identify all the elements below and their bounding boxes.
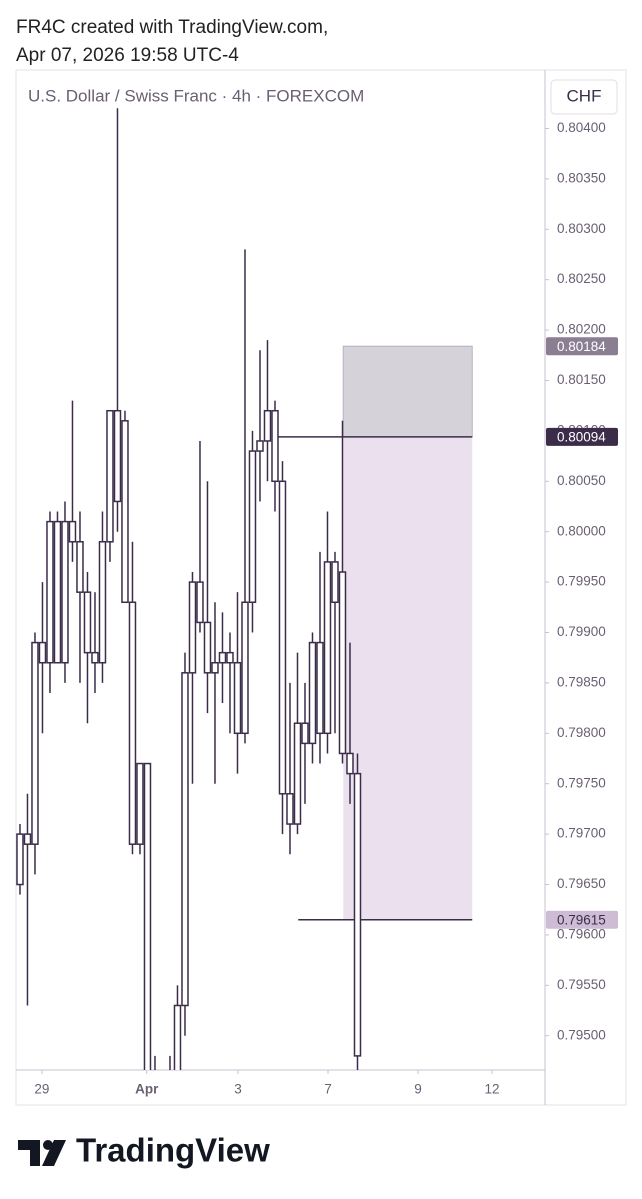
logo	[18, 1140, 66, 1166]
x-tick-label: 3	[234, 1082, 242, 1097]
candle-body	[226, 651, 234, 664]
price-badge-label: 0.79615	[557, 912, 606, 927]
price-badge	[546, 427, 618, 446]
x-tick-label: 12	[484, 1082, 499, 1097]
y-tick-label: 0.79900	[557, 624, 606, 639]
y-tick-label: 0.80200	[557, 322, 606, 337]
candle-body	[91, 651, 99, 664]
price-badge	[546, 910, 618, 929]
y-tick-label: 0.80250	[557, 271, 606, 286]
candle-body	[23, 833, 32, 845]
candle-body	[16, 833, 24, 886]
price-badge	[546, 337, 618, 356]
price-badge-label: 0.80094	[557, 429, 606, 444]
candle-body	[121, 420, 129, 604]
candle-body	[286, 793, 294, 825]
candle-body	[143, 762, 152, 1070]
candle-body	[218, 651, 227, 664]
candle-body	[76, 541, 84, 593]
y-tick-label: 0.79700	[557, 826, 606, 841]
candle-body	[173, 1004, 182, 1070]
candle-body	[188, 581, 197, 674]
y-tick-label: 0.79650	[557, 876, 606, 891]
candle-body	[181, 672, 189, 1007]
candle-body	[248, 450, 257, 604]
candle-body	[211, 661, 219, 674]
candle-body	[196, 581, 204, 624]
candle-body	[106, 409, 114, 543]
price-badge-label: 0.80184	[557, 339, 606, 354]
candle-body	[278, 480, 287, 795]
x-tick-label: 7	[324, 1082, 332, 1097]
x-tick-label: 29	[34, 1082, 49, 1097]
candle-body	[293, 722, 302, 825]
y-tick-label: 0.79500	[557, 1027, 606, 1042]
x-tick-label: Apr	[135, 1082, 159, 1097]
brand: TradingView	[76, 1132, 270, 1169]
candle-body	[308, 641, 317, 745]
chart-title: U.S. Dollar / Swiss Franc · 4h · FOREXCO…	[28, 86, 364, 105]
candle-body	[323, 561, 332, 735]
candle-body	[136, 762, 144, 845]
header-line1: FR4C created with TradingView.com,	[16, 17, 328, 38]
y-tick-label: 0.80350	[557, 170, 606, 185]
candle-body	[241, 601, 249, 735]
candle-body	[113, 409, 122, 503]
candle-body	[98, 541, 107, 664]
candle-body	[271, 409, 279, 483]
candle-body	[61, 520, 69, 664]
y-tick-label: 0.79950	[557, 574, 606, 589]
y-tick-label: 0.79600	[557, 926, 606, 941]
candle-body	[167, 1076, 173, 1116]
candle-body	[38, 641, 47, 664]
target-zone	[343, 436, 473, 920]
candle-body	[316, 641, 324, 735]
y-tick-label: 0.80300	[557, 221, 606, 236]
candle-body	[46, 520, 54, 664]
candle-body	[301, 722, 309, 745]
candle-body	[68, 520, 77, 543]
candle-body	[203, 621, 212, 674]
candle-body	[353, 772, 362, 1057]
y-tick-label: 0.79850	[557, 674, 606, 689]
axes: 0.79500 0.79550 0.79600 0.79650 0.79700 0.797…	[34, 120, 618, 1097]
candle-body	[346, 752, 354, 775]
candle-body	[256, 440, 264, 452]
y-tick-label: 0.80050	[557, 473, 606, 488]
y-tick-label: 0.80400	[557, 120, 606, 135]
candle-body	[338, 571, 347, 755]
candle-body	[128, 601, 137, 845]
y-tick-label: 0.79550	[557, 977, 606, 992]
y-tick-label: 0.80000	[557, 523, 606, 538]
candle-body	[83, 591, 92, 654]
stop-zone	[342, 345, 473, 438]
candle-body	[331, 561, 339, 604]
plot	[16, 108, 473, 1116]
candle-body	[53, 520, 62, 664]
y-tick-label: 0.80150	[557, 372, 606, 387]
currency-box[interactable]	[550, 79, 618, 115]
currency[interactable]: CHF	[567, 86, 602, 105]
x-tick-label: 9	[414, 1082, 422, 1097]
y-tick-label: 0.79750	[557, 775, 606, 790]
header-line2: Apr 07, 2026 19:58 UTC-4	[16, 45, 239, 66]
candle-body	[233, 661, 242, 735]
candle-body	[263, 409, 272, 442]
chart-frame	[15, 69, 627, 1106]
candle-body	[31, 641, 39, 845]
y-tick-label: 0.79800	[557, 725, 606, 740]
